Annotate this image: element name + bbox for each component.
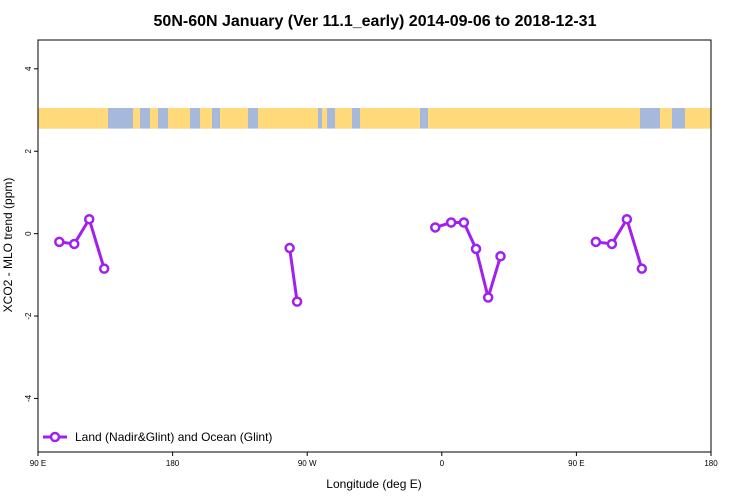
data-point bbox=[98, 263, 110, 274]
x-axis-label: Longitude (deg E) bbox=[326, 477, 421, 491]
data-point bbox=[482, 292, 494, 303]
data-point bbox=[69, 238, 80, 250]
data-point bbox=[590, 236, 602, 248]
map-land-1 bbox=[133, 107, 140, 129]
series-line bbox=[595, 217, 644, 270]
series-line bbox=[434, 221, 502, 299]
map-strip bbox=[38, 107, 711, 129]
y-tick-label: 2 bbox=[24, 148, 33, 153]
data-point bbox=[83, 213, 95, 225]
y-tick-label: 4 bbox=[24, 66, 33, 71]
y-tick-label: -4 bbox=[24, 394, 33, 402]
map-land-2 bbox=[150, 107, 158, 129]
y-tick-label: 0 bbox=[24, 231, 33, 236]
data-point bbox=[495, 251, 506, 262]
data-point bbox=[284, 242, 295, 254]
series-line bbox=[288, 247, 299, 302]
map-land-12 bbox=[685, 107, 711, 129]
legend-label: Land (Nadir&Glint) and Ocean (Glint) bbox=[75, 430, 272, 444]
map-land-5 bbox=[220, 107, 248, 129]
map-land-10 bbox=[428, 107, 640, 129]
map-land-3 bbox=[168, 107, 190, 129]
x-tick-label: 90 E bbox=[568, 459, 584, 468]
data-point bbox=[458, 217, 470, 228]
x-axis: 90 E 180 90 W 0 90 E 180 bbox=[30, 452, 718, 468]
x-tick-label: 180 bbox=[704, 459, 718, 468]
data-point bbox=[291, 296, 303, 307]
chart-title: 50N-60N January (Ver 11.1_early) 2014-09… bbox=[154, 13, 597, 30]
x-tick-label: 90 W bbox=[298, 459, 317, 468]
y-axis: -4 -2 0 2 4 bbox=[24, 66, 38, 402]
x-tick-label: 0 bbox=[440, 459, 445, 468]
x-tick-label: 180 bbox=[166, 459, 180, 468]
map-land-8 bbox=[335, 107, 352, 129]
data-point bbox=[430, 222, 441, 233]
map-land-11 bbox=[660, 107, 672, 129]
data-point bbox=[470, 243, 482, 255]
legend: Land (Nadir&Glint) and Ocean (Glint) bbox=[43, 430, 272, 444]
plot-border bbox=[37, 39, 712, 453]
plot-frame bbox=[37, 39, 712, 453]
data-point bbox=[606, 238, 618, 250]
series-line bbox=[59, 217, 106, 270]
data-point bbox=[636, 263, 648, 274]
map-land-4 bbox=[200, 107, 212, 129]
map-land-9 bbox=[360, 107, 420, 129]
map-land-6 bbox=[258, 107, 318, 129]
series-layer bbox=[54, 213, 648, 307]
legend-point-symbol bbox=[49, 431, 61, 443]
y-axis-label: XCO2 - MLO trend (ppm) bbox=[1, 178, 15, 313]
data-point bbox=[445, 217, 457, 228]
data-point bbox=[54, 236, 65, 248]
map-land-0 bbox=[38, 107, 108, 129]
map-land-7 bbox=[322, 107, 327, 129]
data-point bbox=[621, 213, 633, 225]
y-tick-label: -2 bbox=[24, 312, 33, 320]
x-tick-label: 90 E bbox=[30, 459, 46, 468]
